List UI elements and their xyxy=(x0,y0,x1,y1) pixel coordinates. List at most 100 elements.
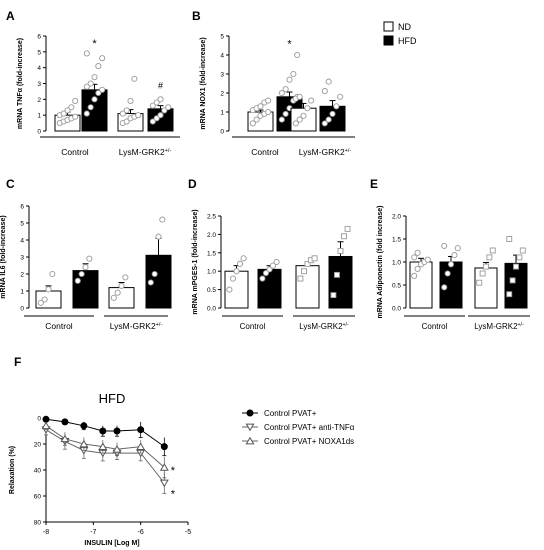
y-tick-label: 0.0 xyxy=(392,306,401,313)
data-point xyxy=(153,115,160,122)
data-point xyxy=(451,252,458,259)
panel-D-y-label: mRNA mPGES-1 (fold-increase) xyxy=(192,209,199,314)
legend-label-hfd: HFD xyxy=(398,36,417,46)
y-tick-label: 2.5 xyxy=(207,214,216,221)
y-tick-label: 1 xyxy=(20,289,24,296)
data-point xyxy=(110,294,117,301)
data-point xyxy=(123,118,130,125)
data-point xyxy=(159,216,166,223)
panel-E-y-label: mRNA Adiponectin (fold increase) xyxy=(377,205,384,318)
group-label: LysM-GRK2+/- xyxy=(474,322,524,331)
data-point xyxy=(137,426,145,434)
data-point xyxy=(122,274,129,281)
y-tick-label: 4 xyxy=(37,65,41,72)
bar-nd-E xyxy=(409,261,433,309)
data-point xyxy=(123,107,130,114)
data-point xyxy=(286,76,293,83)
data-point xyxy=(301,268,307,275)
panel-b-letter: B xyxy=(192,9,201,23)
x-tick-label: -7 xyxy=(90,529,96,536)
y-tick-label: 3 xyxy=(37,81,41,88)
data-point xyxy=(265,108,272,116)
data-point xyxy=(136,442,146,450)
data-point xyxy=(99,55,106,62)
data-point xyxy=(483,263,489,270)
data-point xyxy=(278,116,285,123)
y-tick-label: 2.0 xyxy=(207,232,216,239)
y-tick-label: 0 xyxy=(37,416,41,423)
data-point xyxy=(325,116,332,123)
data-point xyxy=(282,110,289,117)
data-point xyxy=(300,112,307,119)
data-point xyxy=(441,242,448,249)
data-point xyxy=(321,88,328,95)
data-point xyxy=(155,233,162,240)
data-point xyxy=(83,50,90,57)
legend-label: Control PVAT+ anti-TNFα xyxy=(264,423,355,432)
data-point xyxy=(519,247,526,254)
data-point xyxy=(149,118,156,125)
data-point xyxy=(80,422,88,430)
data-point xyxy=(113,427,121,435)
data-point xyxy=(486,254,493,261)
x-tick-label: -5 xyxy=(185,529,191,536)
data-point xyxy=(60,110,67,117)
panel-f-letter: F xyxy=(14,355,21,369)
data-point xyxy=(257,103,264,110)
y-tick-label: 2 xyxy=(20,272,24,279)
data-point xyxy=(159,463,169,471)
y-tick-label: 0 xyxy=(20,306,24,313)
data-point xyxy=(411,254,418,261)
y-tick-label: 2.0 xyxy=(392,214,401,221)
data-point xyxy=(253,116,260,123)
data-point xyxy=(135,112,142,119)
bar-hfd-C xyxy=(72,270,99,309)
panel-C-y-label: mRNA IL6 (fold-increase) xyxy=(0,215,7,298)
data-point xyxy=(42,415,50,423)
y-tick-label: 1.0 xyxy=(207,269,216,276)
y-tick-label: 5 xyxy=(20,221,24,228)
data-point xyxy=(147,279,154,286)
legend-marker xyxy=(245,436,255,445)
data-point xyxy=(82,264,89,271)
data-point xyxy=(513,263,519,270)
significance-marker: * xyxy=(92,38,97,50)
data-point xyxy=(119,110,126,117)
legend-swatch-nd xyxy=(383,21,394,32)
data-point xyxy=(87,104,94,111)
y-tick-label: 0.5 xyxy=(207,287,216,294)
panel-c-letter: C xyxy=(6,177,15,191)
data-point xyxy=(157,96,164,103)
data-point xyxy=(131,75,138,82)
data-point xyxy=(61,418,69,426)
data-point xyxy=(91,74,98,81)
panel-f-x-label: INSULIN [Log M] xyxy=(84,540,139,547)
data-point xyxy=(249,120,256,127)
data-point xyxy=(64,107,71,114)
data-point xyxy=(149,102,156,109)
x-tick-label: -6 xyxy=(138,529,144,536)
group-label: Control xyxy=(45,321,73,331)
bar-hfd-D xyxy=(328,255,353,309)
y-tick-label: 4 xyxy=(20,238,24,245)
data-point xyxy=(165,104,172,111)
data-point xyxy=(45,286,52,293)
data-point xyxy=(114,289,121,296)
panel-a-letter: A xyxy=(6,9,15,23)
group-label: Control xyxy=(422,322,448,331)
data-point xyxy=(282,86,289,93)
data-point xyxy=(37,299,44,306)
data-point xyxy=(479,270,486,277)
data-point xyxy=(91,96,98,103)
group-label: LysM-GRK2+/- xyxy=(119,147,172,157)
data-point xyxy=(83,110,90,117)
data-point xyxy=(226,286,233,293)
data-point xyxy=(151,270,158,278)
y-tick-label: 20 xyxy=(34,442,42,449)
data-point xyxy=(41,421,51,430)
legend-label: Control PVAT+ NOXA1ds xyxy=(264,437,354,446)
data-point xyxy=(229,275,237,282)
data-point xyxy=(506,236,513,242)
y-tick-label: 3 xyxy=(220,72,224,79)
